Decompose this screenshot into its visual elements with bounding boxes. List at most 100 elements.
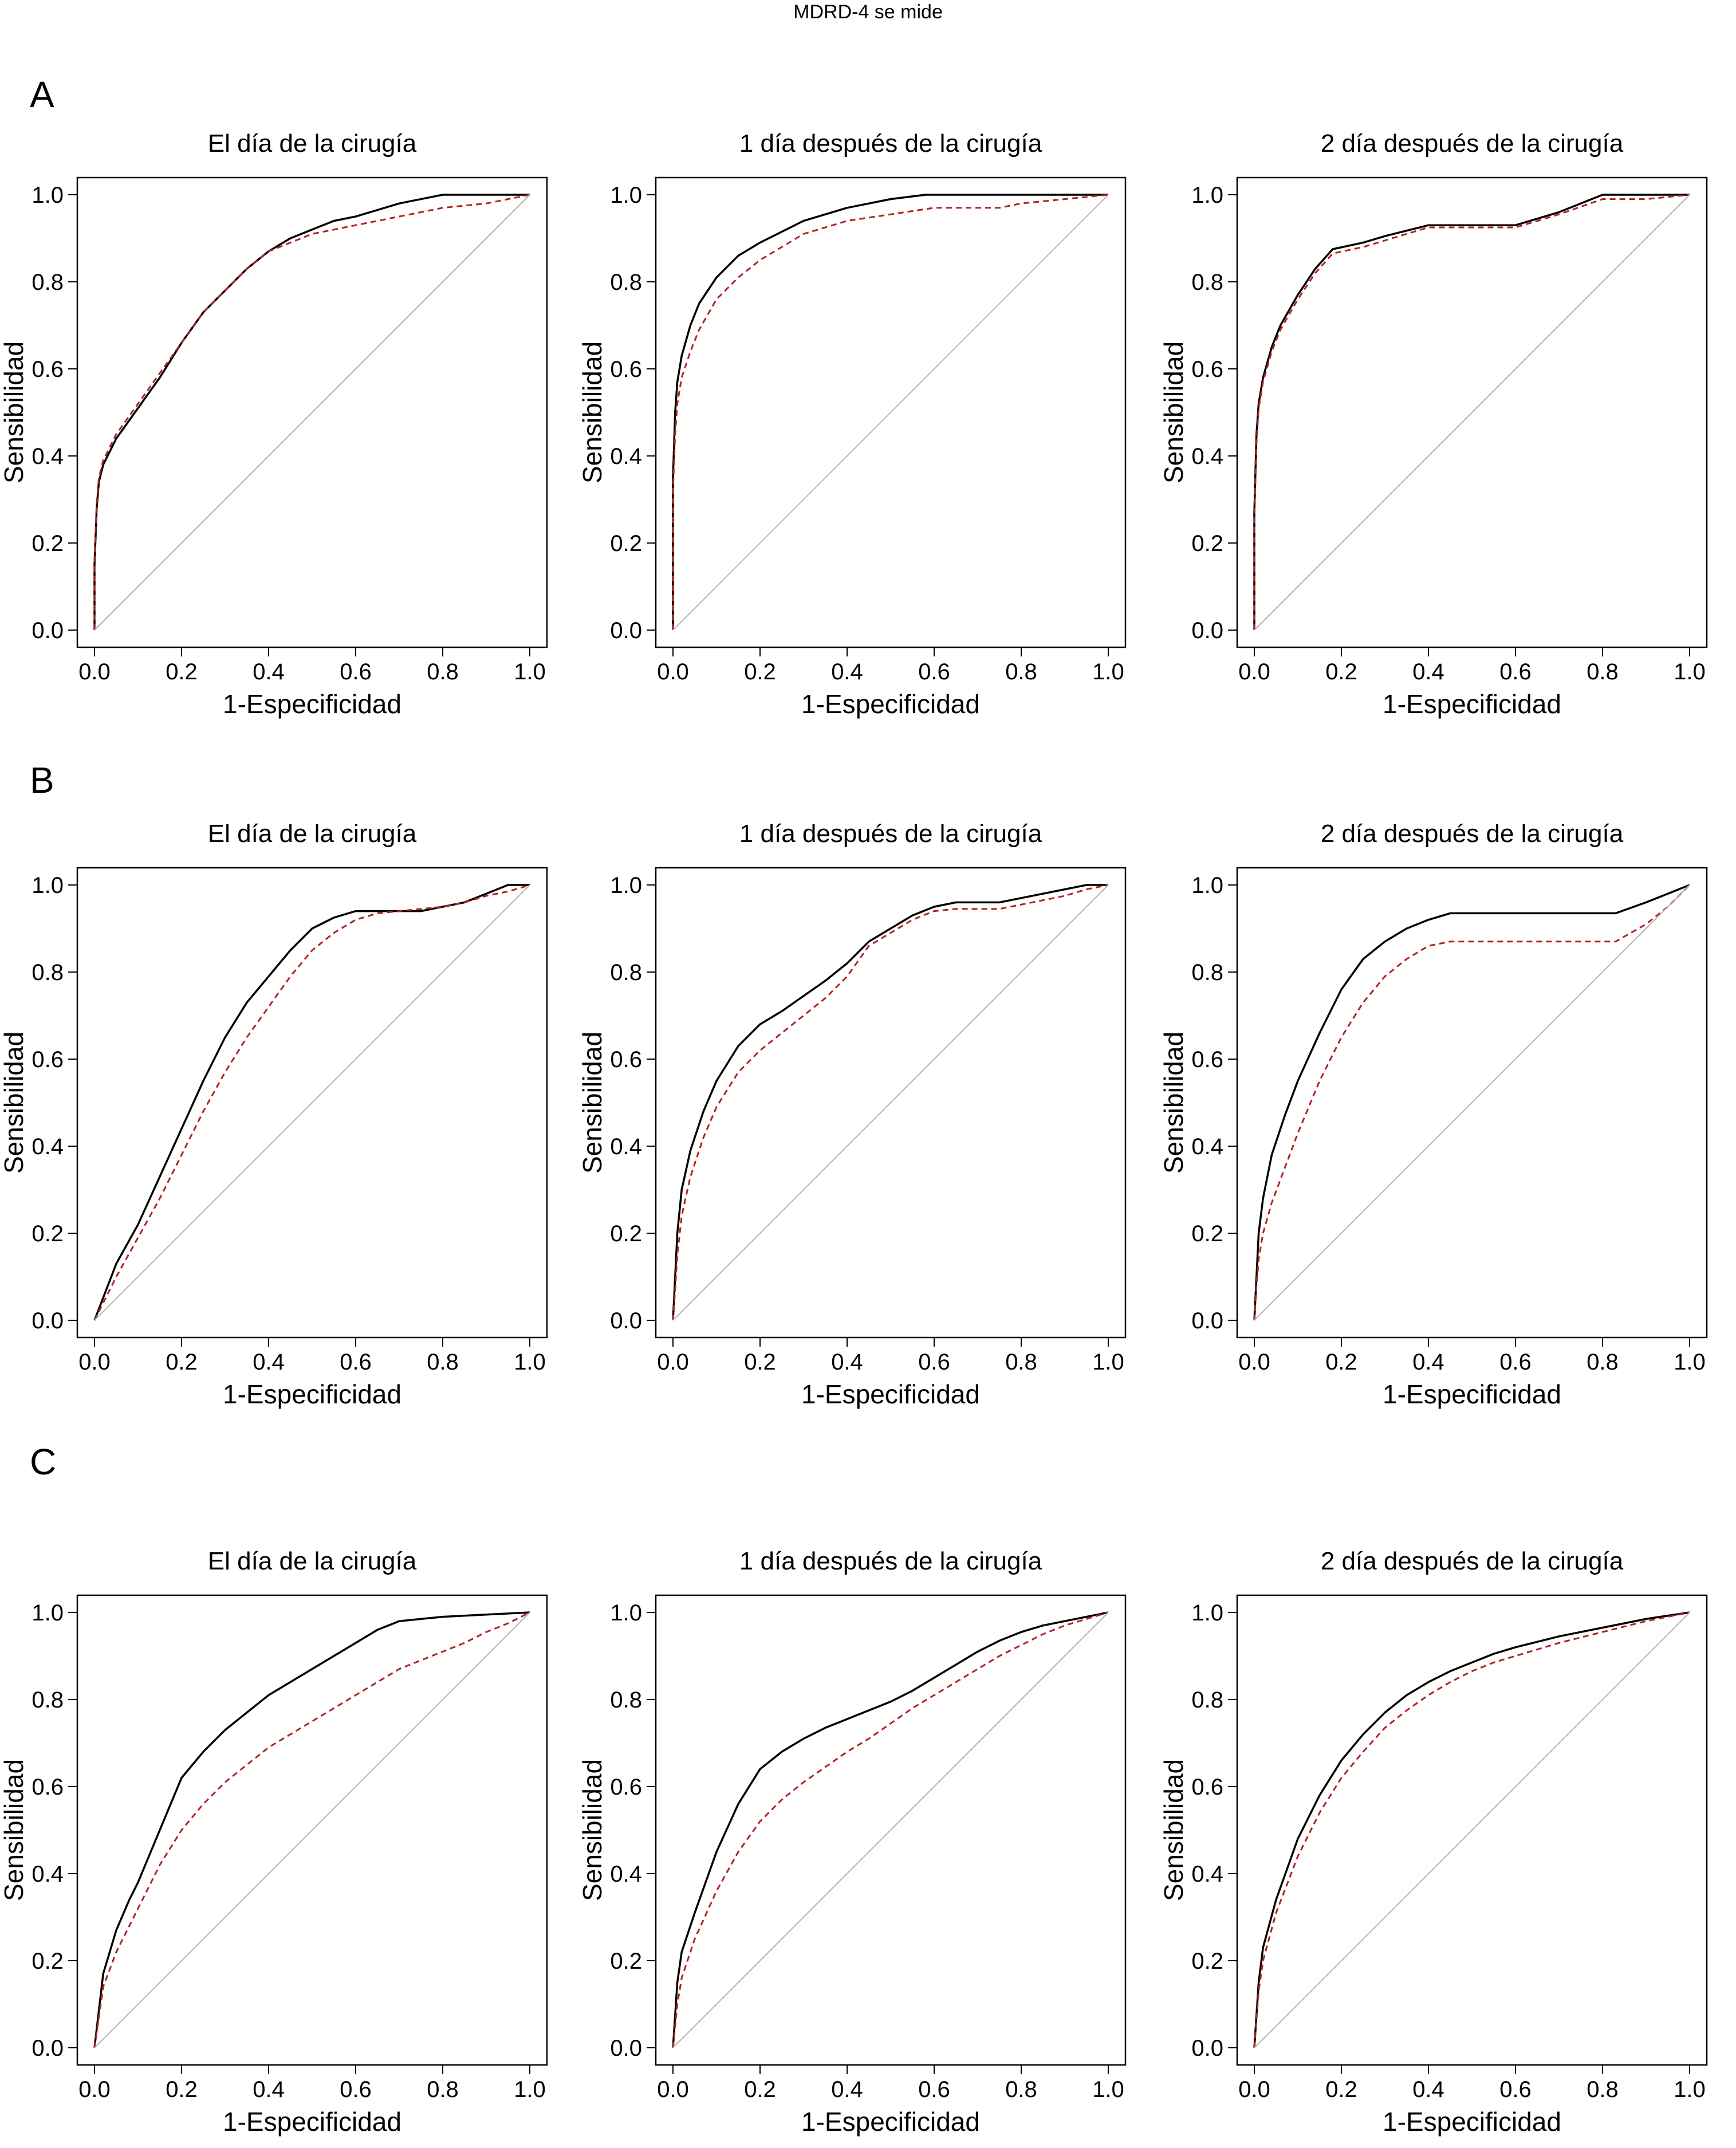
x-tick-label: 0.6 xyxy=(1499,659,1532,684)
roc-chart: 2 día después de la cirugía 0.0 0.2 0.4 0.6 0… xyxy=(1159,820,1708,1409)
x-tick-label: 0.0 xyxy=(1238,659,1270,684)
y-tick-label: 0.6 xyxy=(1191,357,1223,382)
y-tick-label: 1.0 xyxy=(1191,1600,1223,1626)
x-tick-label: 0.2 xyxy=(166,1350,198,1375)
y-tick-label: 0.0 xyxy=(32,2036,64,2061)
panel-title: 1 día después de la cirugía xyxy=(739,1547,1042,1575)
x-tick-label: 0.2 xyxy=(744,1350,776,1375)
y-tick-label: 0.0 xyxy=(1191,1308,1223,1333)
y-axis-label: Sensibilidad xyxy=(577,1759,607,1901)
roc-chart: 1 día después de la cirugía 0.0 0.2 0.4 0.6 0… xyxy=(577,1547,1127,2137)
x-tick-label: 0.8 xyxy=(427,2077,459,2102)
y-tick-label: 0.2 xyxy=(1191,1221,1223,1246)
roc-curve-solid xyxy=(672,194,1108,630)
y-tick-label: 0.4 xyxy=(610,1862,642,1887)
x-tick-label: 0.4 xyxy=(253,659,285,684)
reference-diagonal-line xyxy=(94,884,530,1321)
x-tick-label: 0.8 xyxy=(1587,2077,1619,2102)
x-tick-label: 0.2 xyxy=(744,2077,776,2102)
y-axis-label: Sensibilidad xyxy=(1159,1759,1188,1901)
y-tick-label: 0.6 xyxy=(610,1047,642,1072)
panel-title: 2 día después de la cirugía xyxy=(1321,1547,1624,1575)
x-tick-label: 1.0 xyxy=(1092,2077,1124,2102)
roc-curve-dashed xyxy=(93,884,530,1321)
plot-frame xyxy=(76,867,548,1339)
x-tick-label: 0.4 xyxy=(1412,2077,1444,2102)
x-axis-label: 1-Especificidad xyxy=(223,1379,401,1409)
x-axis-label: 1-Especificidad xyxy=(801,1379,980,1409)
plot-frame xyxy=(76,176,548,648)
y-tick-label: 0.0 xyxy=(32,1308,64,1333)
y-tick-label: 0.4 xyxy=(1191,1862,1223,1887)
y-axis-label: Sensibilidad xyxy=(0,341,29,483)
roc-chart: El día de la cirugía 0.0 0.2 0.4 0.6 0.8 1.0 0.… xyxy=(0,820,548,1409)
x-tick-label: 0.8 xyxy=(1587,659,1619,684)
x-tick-label: 0.8 xyxy=(427,1350,459,1375)
panel-title: El día de la cirugía xyxy=(208,1547,417,1575)
x-tick-label: 1.0 xyxy=(514,1350,546,1375)
x-tick-label: 0.2 xyxy=(1325,2077,1357,2102)
x-tick-label: 0.4 xyxy=(253,1350,285,1375)
y-tick-label: 1.0 xyxy=(32,873,64,898)
reference-diagonal-line xyxy=(1254,194,1690,631)
x-tick-label: 1.0 xyxy=(1092,659,1124,684)
roc-curve-dashed xyxy=(1253,884,1691,1321)
reference-diagonal-line xyxy=(672,194,1109,631)
x-tick-label: 0.2 xyxy=(744,659,776,684)
x-tick-label: 0.6 xyxy=(918,659,950,684)
y-tick-label: 0.6 xyxy=(32,1047,64,1072)
y-tick-label: 1.0 xyxy=(32,183,64,208)
roc-panel-1-2: 1 día después de la cirugía 0.0 0.2 0.4 0.6 0… xyxy=(577,115,1148,730)
roc-chart: El día de la cirugía 0.0 0.2 0.4 0.6 0.8 1.0 0.… xyxy=(0,129,548,719)
y-tick-label: 1.0 xyxy=(32,1600,64,1626)
x-tick-label: 0.6 xyxy=(340,2077,372,2102)
roc-curve-dashed xyxy=(672,194,1109,630)
y-tick-label: 1.0 xyxy=(1191,183,1223,208)
x-tick-label: 0.0 xyxy=(1238,1350,1270,1375)
y-tick-label: 0.8 xyxy=(1191,960,1223,985)
x-tick-label: 0.2 xyxy=(166,2077,198,2102)
roc-curve-solid xyxy=(1253,884,1690,1321)
y-tick-label: 0.6 xyxy=(610,357,642,382)
roc-curve-dashed xyxy=(672,1611,1109,2048)
x-tick-label: 0.0 xyxy=(657,659,689,684)
y-tick-label: 0.4 xyxy=(1191,444,1223,469)
panel-title: 1 día después de la cirugía xyxy=(739,820,1042,848)
plot-frame xyxy=(655,176,1127,648)
x-axis-label: 1-Especificidad xyxy=(801,689,980,719)
plot-frame xyxy=(1236,867,1708,1339)
y-tick-label: 1.0 xyxy=(1191,873,1223,898)
y-tick-label: 0.6 xyxy=(610,1775,642,1800)
y-axis-label: Sensibilidad xyxy=(0,1032,29,1174)
roc-curve-solid xyxy=(672,1611,1109,2048)
roc-panel-3-1: El día de la cirugía 0.0 0.2 0.4 0.6 0.8 1.0 0.… xyxy=(0,1532,570,2148)
x-tick-label: 1.0 xyxy=(1674,659,1706,684)
x-tick-label: 0.6 xyxy=(918,2077,950,2102)
y-tick-label: 0.4 xyxy=(1191,1134,1223,1159)
reference-diagonal-line xyxy=(672,1612,1109,2048)
reference-diagonal-line xyxy=(1254,884,1690,1321)
x-tick-label: 0.2 xyxy=(1325,1350,1357,1375)
plot-frame xyxy=(1236,1594,1708,2066)
roc-chart: El día de la cirugía 0.0 0.2 0.4 0.6 0.8 1.0 0.… xyxy=(0,1547,548,2137)
roc-curve-dashed xyxy=(672,884,1109,1321)
panel-title: 2 día después de la cirugía xyxy=(1321,820,1624,848)
y-tick-label: 0.8 xyxy=(610,270,642,295)
y-tick-label: 0.2 xyxy=(32,1949,64,1974)
panel-title: 1 día después de la cirugía xyxy=(739,129,1042,158)
x-tick-label: 0.4 xyxy=(831,659,863,684)
roc-curve-solid xyxy=(1253,1611,1690,2048)
y-axis-label: Sensibilidad xyxy=(1159,341,1188,483)
x-tick-label: 0.4 xyxy=(253,2077,285,2102)
y-tick-label: 1.0 xyxy=(610,183,642,208)
x-tick-label: 0.0 xyxy=(1238,2077,1270,2102)
y-tick-label: 0.4 xyxy=(610,1134,642,1159)
y-tick-label: 0.2 xyxy=(610,531,642,556)
y-tick-label: 0.0 xyxy=(1191,618,1223,643)
reference-diagonal-line xyxy=(94,1612,530,2048)
y-tick-label: 0.6 xyxy=(1191,1775,1223,1800)
x-tick-label: 0.4 xyxy=(1412,1350,1444,1375)
panel-title: 2 día después de la cirugía xyxy=(1321,129,1624,158)
y-tick-label: 1.0 xyxy=(610,1600,642,1626)
y-tick-label: 1.0 xyxy=(610,873,642,898)
